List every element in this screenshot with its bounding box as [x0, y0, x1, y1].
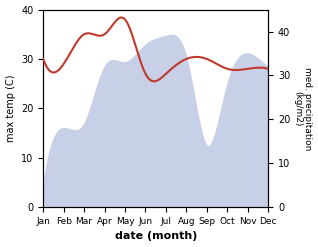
Y-axis label: max temp (C): max temp (C)	[5, 75, 16, 142]
Y-axis label: med. precipitation
(kg/m2): med. precipitation (kg/m2)	[293, 67, 313, 150]
X-axis label: date (month): date (month)	[114, 231, 197, 242]
